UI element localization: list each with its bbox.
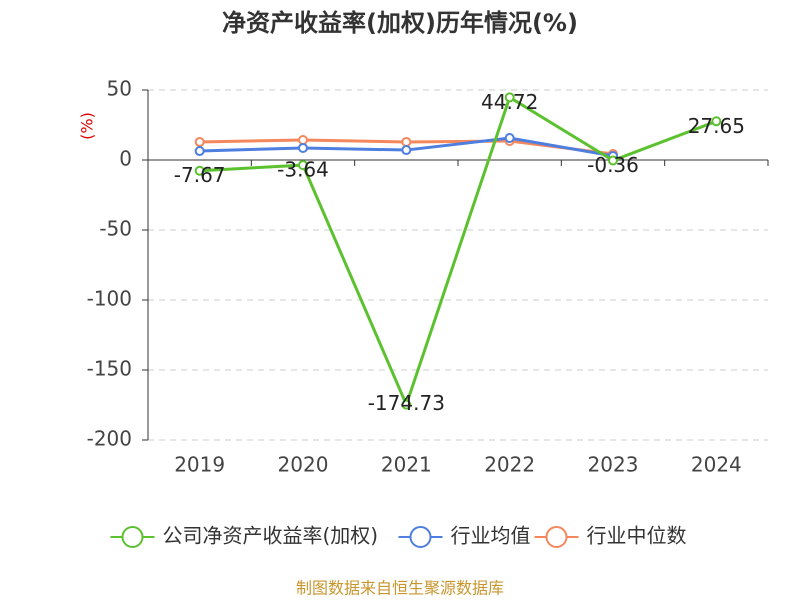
legend-marker [545,526,568,548]
series-line [199,95,717,409]
point [298,134,308,145]
point [194,165,205,176]
y-axis-label: (%) [78,112,97,140]
point [298,160,308,171]
point [504,92,515,103]
point [298,142,308,153]
point [504,133,515,144]
x-tick-label: 2020 [278,453,329,477]
point [401,145,412,156]
point [401,136,412,147]
data-label: 44.72 [481,90,538,114]
y-tick-label: 0 [119,147,132,171]
x-tick-label: 2023 [588,453,639,477]
x-tick-label: 2019 [174,453,225,477]
point [401,399,412,410]
y-tick-label: -100 [87,287,132,311]
y-tick-label: -200 [87,427,132,451]
point [194,136,205,147]
y-tick-label: 50 [107,77,132,101]
data-label: 27.65 [688,114,745,138]
x-tick-label: 2022 [484,453,535,477]
chart-title: 净资产收益率(加权)历年情况(%) [222,9,578,37]
data-label: -0.36 [587,153,639,177]
legend-label: 公司净资产收益率(加权) [163,524,379,548]
point [608,155,618,166]
y-tick-label: -50 [99,217,132,241]
point [194,146,205,157]
data-label: -7.67 [174,163,226,187]
data-label: -174.73 [368,391,445,415]
legend-label: 行业均值 [451,524,531,548]
legend-label: 行业中位数 [587,524,687,548]
point [711,116,722,127]
data-label: -3.64 [277,158,329,182]
source-note: 制图数据来自恒生聚源数据库 [296,579,504,598]
legend-marker [121,526,144,548]
y-tick-label: -150 [87,357,132,381]
legend-marker [409,526,432,548]
x-tick-label: 2024 [691,453,742,477]
x-tick-label: 2021 [381,453,432,477]
